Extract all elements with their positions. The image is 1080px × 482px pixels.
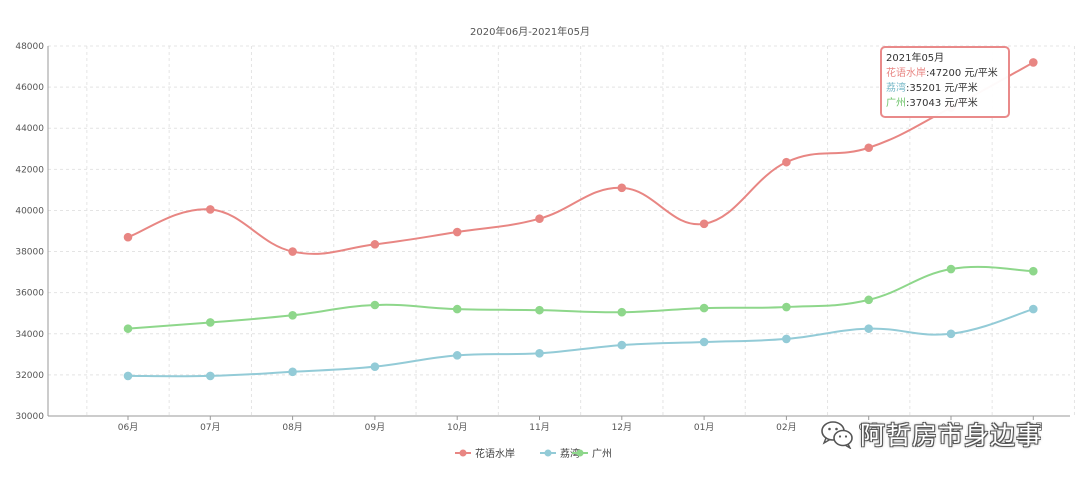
x-tick-label: 11月	[529, 422, 549, 433]
series-line-2	[127, 265, 1034, 330]
x-tick-label: 05月	[1023, 422, 1043, 433]
data-point	[1029, 304, 1038, 314]
x-tick-label: 08月	[282, 422, 302, 433]
legend-item[interactable]: 广州	[572, 448, 612, 460]
data-point	[452, 304, 462, 314]
series-points	[123, 58, 1038, 381]
y-tick-label: 32000	[15, 371, 44, 381]
legend-marker	[544, 449, 552, 457]
data-point	[782, 334, 791, 344]
tooltip-series-value: :37043 元/平米	[906, 98, 978, 109]
y-tick-label: 44000	[15, 124, 44, 134]
chart-legend[interactable]: 花语水岸 荔湾 广州	[455, 447, 612, 460]
y-tick-label: 38000	[15, 248, 44, 258]
tooltip-series-value: :47200 元/平米	[926, 68, 998, 79]
data-point	[699, 219, 709, 229]
data-point	[864, 143, 874, 153]
data-point	[288, 247, 297, 256]
x-tick-label: 01月	[694, 422, 714, 433]
legend-item[interactable]: 荔湾	[540, 447, 580, 460]
data-point	[370, 240, 380, 249]
legend-marker	[459, 449, 467, 457]
watermark-text: 阿哲房市身边事	[860, 421, 1043, 450]
data-point	[370, 300, 380, 310]
x-tick-label: 12月	[612, 422, 632, 433]
data-point	[288, 367, 297, 377]
y-tick-label: 48000	[15, 42, 44, 52]
legend-label: 花语水岸	[475, 447, 515, 460]
tooltip-series-name: 荔湾	[886, 83, 906, 94]
data-point	[946, 329, 956, 339]
tooltip-series-name: 广州	[886, 98, 906, 109]
series-lines	[127, 61, 1034, 378]
data-point	[782, 157, 791, 167]
data-point	[864, 295, 874, 305]
x-tick-label: 07月	[200, 422, 220, 433]
x-tick-label: 10月	[447, 422, 467, 433]
data-point	[370, 362, 380, 371]
legend-marker	[576, 449, 584, 457]
chart-axes: 30000 32000 34000 36000 38000 40000 42000 44000…	[15, 42, 1070, 433]
wechat-icon	[821, 421, 853, 449]
series-line-1	[127, 308, 1034, 378]
legend-label: 广州	[592, 448, 612, 460]
y-tick-label: 42000	[15, 165, 44, 175]
x-tick-label: 06月	[118, 422, 138, 433]
series-line-0	[127, 61, 1034, 255]
x-tick-label: 02月	[776, 422, 796, 433]
data-point	[123, 324, 133, 333]
data-tooltip: 2021年05月 花语水岸:47200 元/平米 荔湾:35201 元/平米 广…	[880, 46, 1010, 118]
watermark: 阿哲房市身边事	[820, 414, 1042, 454]
data-point	[206, 371, 215, 381]
y-tick-label: 30000	[15, 412, 44, 422]
data-point	[123, 232, 133, 242]
data-point	[1029, 58, 1038, 67]
data-point	[123, 371, 133, 381]
x-tick-label: 03月	[858, 422, 878, 433]
y-tick-label: 40000	[15, 206, 44, 216]
tooltip-row-liwan: 荔湾:35201 元/平米	[886, 81, 1004, 96]
tooltip-series-value: :35201 元/平米	[906, 83, 978, 94]
chart-title: 2020年06月-2021年05月	[470, 25, 590, 38]
x-tick-label: 04月	[941, 422, 961, 433]
data-point	[535, 305, 544, 315]
data-point	[206, 205, 215, 214]
legend-item[interactable]: 花语水岸	[455, 447, 515, 460]
y-tick-label: 36000	[15, 289, 44, 299]
data-point	[206, 318, 215, 327]
y-tick-label: 46000	[15, 83, 44, 93]
data-point	[535, 214, 544, 223]
y-tick-label: 34000	[15, 330, 44, 340]
tooltip-row-huayu: 花语水岸:47200 元/平米	[886, 66, 1004, 81]
data-point	[699, 303, 709, 313]
data-point	[535, 349, 544, 358]
data-point	[617, 340, 627, 350]
tooltip-series-name: 花语水岸	[886, 68, 926, 79]
data-point	[617, 183, 627, 193]
data-point	[617, 307, 627, 317]
legend-label: 荔湾	[560, 447, 580, 460]
data-point	[782, 302, 791, 312]
data-point	[452, 351, 462, 360]
data-point	[452, 227, 462, 237]
x-tick-label: 09月	[365, 422, 385, 433]
data-point	[288, 310, 297, 320]
data-point	[864, 324, 874, 333]
data-point	[699, 337, 709, 347]
data-point	[946, 264, 956, 274]
tooltip-title: 2021年05月	[886, 53, 945, 64]
tooltip-row-guangzhou: 广州:37043 元/平米	[886, 96, 1004, 111]
data-point	[1029, 266, 1038, 276]
